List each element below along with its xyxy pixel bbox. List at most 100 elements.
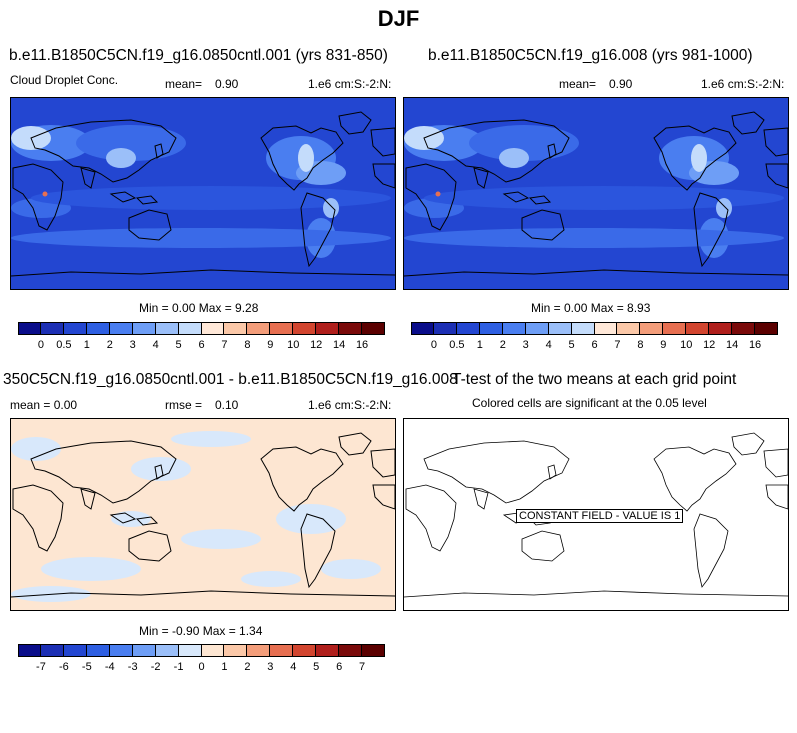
coastline-8: [109, 191, 137, 203]
colorbar-frame: [18, 322, 385, 335]
field-region-10: [298, 144, 314, 172]
coastline-0: [653, 446, 737, 512]
field-region-1: [469, 125, 579, 161]
colorbar-swatch: [270, 322, 294, 335]
panel1-units: 1.e6 cm:S:-2:N:: [308, 77, 392, 91]
colorbar-swatch: [686, 322, 710, 335]
panel4-map: CONSTANT FIELD - VALUE IS 1: [403, 418, 789, 611]
colorbar-tick-label: 14: [333, 339, 346, 351]
colorbar-tick-label: 2: [106, 339, 113, 351]
colorbar-frame: [18, 644, 385, 657]
panel1-mean-label: mean=: [165, 77, 203, 91]
colorbar-tick-label: 7: [221, 339, 228, 351]
colorbar-tick-label: 0: [430, 339, 437, 351]
colorbar-swatch: [178, 644, 202, 657]
coastline-12: [11, 269, 395, 277]
coastline-7: [473, 488, 489, 510]
colorbar-tick-label: -1: [173, 661, 184, 673]
colorbar-tick-label: 8: [637, 339, 644, 351]
colorbar-swatch: [525, 322, 549, 335]
colorbar-swatch: [293, 644, 317, 657]
colorbar-swatch: [155, 644, 179, 657]
diff-negative-region-3: [181, 529, 261, 549]
coastline-2: [693, 192, 729, 268]
coastline-6: [370, 448, 395, 478]
colorbar-swatch: [63, 322, 87, 335]
colorbar-tick-label: -4: [104, 661, 115, 673]
colorbar-swatch: [86, 322, 110, 335]
field-region-9: [106, 148, 136, 168]
coastline-2: [300, 513, 336, 589]
colorbar-swatch: [109, 322, 133, 335]
colorbar-tick-label: 2: [499, 339, 506, 351]
colorbar-swatch: [224, 644, 248, 657]
coastline-9: [528, 195, 552, 205]
coastline-1: [338, 111, 372, 135]
coastline-0: [260, 125, 344, 191]
colorbar-swatch: [247, 644, 271, 657]
colorbar-swatch: [571, 322, 595, 335]
coastline-10: [521, 530, 565, 562]
coastline-9: [135, 195, 159, 205]
colorbar-tick-label: 3: [129, 339, 136, 351]
coastline-7: [80, 488, 96, 510]
colorbar-swatch: [411, 322, 434, 335]
panel2-mean-label: mean=: [559, 77, 597, 91]
colorbar-tick-label: 10: [287, 339, 300, 351]
panel1-minmax: Min = 0.00 Max = 9.28: [139, 301, 259, 315]
colorbar-frame: [411, 322, 778, 335]
colorbar-tick-label: 1: [221, 661, 228, 673]
diff-negative-region-0: [11, 437, 61, 461]
panel2-title: b.e11.B1850C5CN.f19_g16.008 (yrs 981-100…: [428, 47, 753, 64]
colorbar-swatch: [502, 322, 526, 335]
colorbar-swatch: [132, 322, 156, 335]
colorbar-tick-label: 4: [152, 339, 159, 351]
colorbar-swatch: [247, 322, 271, 335]
coastline-6: [763, 448, 788, 478]
colorbar-swatch: [479, 322, 503, 335]
colorbar-tick-label: 1: [476, 339, 483, 351]
coastline-12: [11, 590, 395, 598]
field-region-11: [716, 198, 732, 218]
constant-field-label: CONSTANT FIELD - VALUE IS 1: [516, 509, 684, 523]
colorbar-swatch: [270, 644, 294, 657]
colorbar-swatch: [224, 322, 248, 335]
field-region-7: [11, 228, 391, 248]
coastline-2: [300, 192, 336, 268]
coastline-1: [731, 111, 765, 135]
coastline-7: [473, 167, 489, 189]
colorbar-swatch: [456, 322, 480, 335]
colorbar-swatch: [201, 322, 225, 335]
colorbar-tick-label: 5: [175, 339, 182, 351]
colorbar-tick-label: 5: [568, 339, 575, 351]
colorbar-tick-label: 9: [660, 339, 667, 351]
colorbar-swatch: [617, 322, 641, 335]
colorbar-swatch: [40, 322, 64, 335]
colorbar-tick-label: 3: [267, 661, 274, 673]
diff-negative-region-8: [241, 571, 301, 587]
colorbar-swatch: [640, 322, 664, 335]
panel1-field-label: Cloud Droplet Conc.: [10, 73, 119, 87]
coastline-5: [30, 119, 177, 183]
panel1-map: [10, 97, 396, 290]
colorbar-swatch: [63, 644, 87, 657]
panel3-title: 350C5CN.f19_g16.0850cntl.001 - b.e11.B18…: [3, 371, 458, 388]
coastline-12: [404, 590, 788, 598]
coastline-2: [693, 513, 729, 588]
coastline-11: [547, 464, 557, 480]
colorbar-swatch: [732, 322, 756, 335]
colorbar-tick-label: 9: [267, 339, 274, 351]
colorbar-swatch: [18, 322, 41, 335]
panel1-title: b.e11.B1850C5CN.f19_g16.0850cntl.001 (yr…: [9, 47, 388, 64]
field-maximum-spot: [435, 191, 441, 197]
colorbar-tick-label: 3: [522, 339, 529, 351]
coastline-9: [135, 516, 159, 526]
colorbar-swatch: [155, 322, 179, 335]
colorbar-swatch: [339, 322, 363, 335]
colorbar-tick-label: 6: [336, 661, 343, 673]
coastline-12: [404, 269, 788, 277]
coastline-6: [763, 127, 788, 157]
coastline-7: [80, 167, 96, 189]
coastline-10: [521, 209, 565, 241]
field-region-11: [323, 198, 339, 218]
